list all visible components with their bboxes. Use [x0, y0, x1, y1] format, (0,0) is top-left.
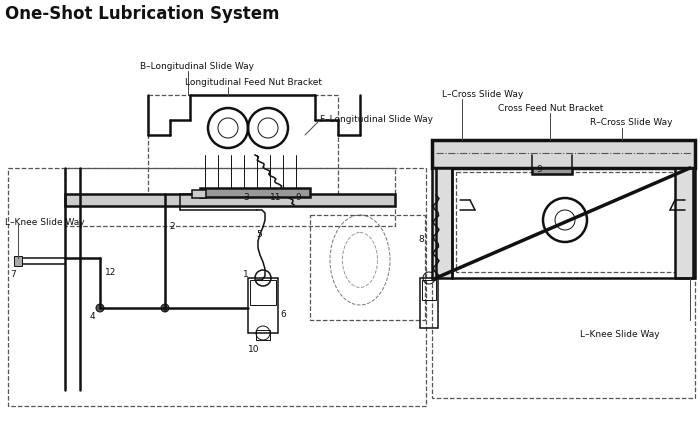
- Bar: [148, 95, 338, 195]
- Text: L–Knee Slide Way: L–Knee Slide Way: [580, 330, 659, 339]
- Circle shape: [96, 304, 104, 312]
- Text: 12: 12: [105, 268, 116, 277]
- Text: 5: 5: [256, 230, 262, 239]
- Text: One-Shot Lubrication System: One-Shot Lubrication System: [5, 5, 279, 23]
- Bar: [675, 168, 695, 278]
- Text: 10: 10: [248, 345, 260, 354]
- Text: Cross Feed Nut Bracket: Cross Feed Nut Bracket: [498, 104, 603, 113]
- Text: R–Cross Slide Way: R–Cross Slide Way: [590, 118, 673, 127]
- Text: 2: 2: [169, 222, 174, 231]
- Bar: [310, 215, 425, 320]
- Text: 8: 8: [419, 235, 424, 244]
- Text: 9: 9: [295, 193, 301, 202]
- Text: 9: 9: [536, 165, 542, 174]
- Text: L–Cross Slide Way: L–Cross Slide Way: [442, 90, 524, 99]
- Bar: [256, 330, 270, 340]
- Text: 3: 3: [243, 193, 248, 202]
- Text: F–Longitudinal Slide Way: F–Longitudinal Slide Way: [320, 115, 433, 124]
- Bar: [456, 172, 689, 272]
- Bar: [452, 168, 693, 278]
- Text: Longitudinal Feed Nut Bracket: Longitudinal Feed Nut Bracket: [185, 78, 322, 87]
- Bar: [65, 168, 395, 226]
- Text: B–Longitudinal Slide Way: B–Longitudinal Slide Way: [140, 62, 254, 71]
- Text: 1: 1: [243, 270, 248, 279]
- Circle shape: [161, 304, 169, 312]
- Bar: [432, 168, 452, 278]
- Bar: [250, 280, 276, 305]
- Bar: [532, 168, 572, 174]
- Bar: [14, 256, 22, 266]
- Text: 11: 11: [270, 193, 281, 202]
- Bar: [432, 140, 695, 398]
- Bar: [192, 190, 206, 198]
- Bar: [422, 280, 436, 300]
- Text: 4: 4: [90, 312, 96, 321]
- Bar: [8, 168, 426, 406]
- Bar: [420, 278, 438, 328]
- Text: 7: 7: [10, 270, 15, 279]
- Bar: [65, 194, 395, 206]
- Text: L–Knee Slide Way: L–Knee Slide Way: [5, 218, 85, 227]
- Bar: [200, 188, 310, 197]
- Bar: [248, 278, 278, 333]
- Text: 6: 6: [280, 310, 286, 319]
- Bar: [432, 140, 695, 168]
